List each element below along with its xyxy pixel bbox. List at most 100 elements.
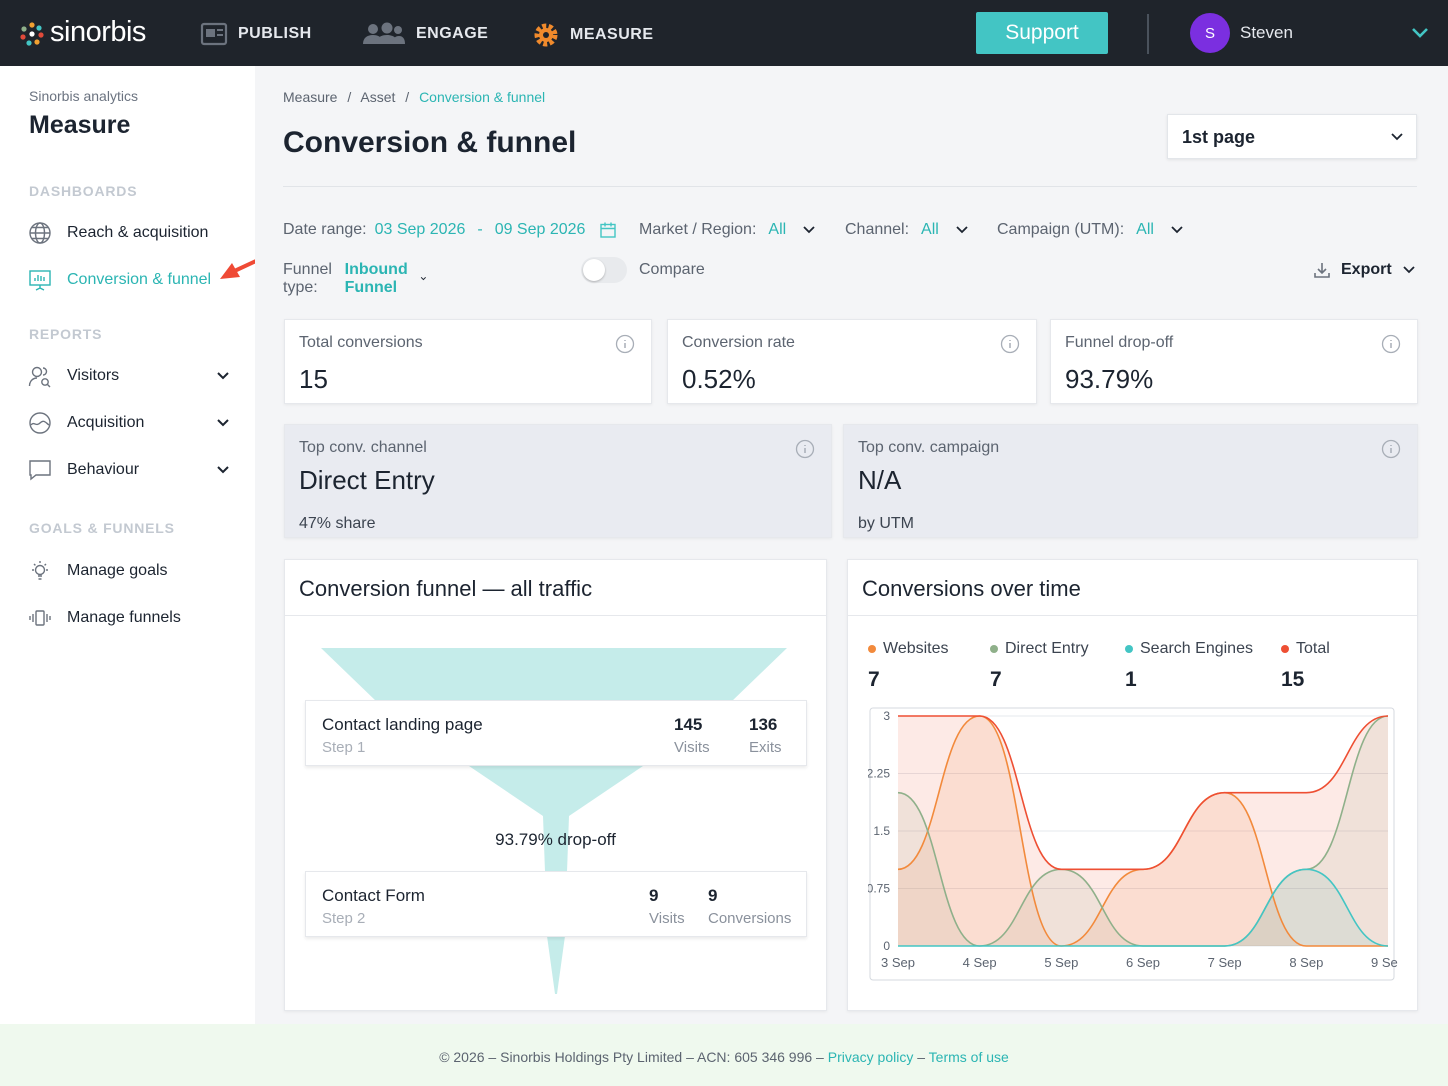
nav-measure[interactable]: MEASURE xyxy=(532,22,654,48)
legend-search-engines[interactable]: Search Engines xyxy=(1125,640,1253,658)
top-card-sub: 47% share xyxy=(299,515,376,532)
goals-funnels-heading: GOALS & FUNNELS xyxy=(29,520,175,536)
legend-websites[interactable]: Websites xyxy=(868,640,949,658)
sidebar-item-label: Conversion & funnel xyxy=(67,271,212,288)
x-tick-label: 7 Sep xyxy=(1208,955,1242,970)
breadcrumb-asset[interactable]: Asset xyxy=(360,89,396,105)
nav-publish[interactable]: PUBLISH xyxy=(200,22,312,46)
step-name: Contact landing page xyxy=(322,715,483,734)
divider xyxy=(283,186,1417,187)
info-icon[interactable] xyxy=(615,334,635,354)
engage-icon xyxy=(363,22,405,44)
export-button[interactable]: Export xyxy=(1313,261,1416,279)
chevron-down-icon[interactable] xyxy=(215,462,231,478)
top-card-sub: by UTM xyxy=(858,515,914,532)
sidebar-item-acquisition[interactable]: Acquisition xyxy=(27,408,237,438)
sidebar-title: Measure xyxy=(29,111,131,139)
calendar-icon[interactable] xyxy=(599,221,617,239)
breadcrumb-separator: / xyxy=(405,89,410,105)
series-area-websites xyxy=(898,716,1388,946)
conversion-funnel-panel: Conversion funnel — all traffic Contact … xyxy=(284,559,827,1011)
step-visits-value: 9 xyxy=(649,886,659,905)
funnel-step-1[interactable]: Contact landing page Step 1 145 Visits 1… xyxy=(305,700,807,766)
sidebar-subtitle: Sinorbis analytics xyxy=(29,88,138,104)
legend-direct-entry[interactable]: Direct Entry xyxy=(990,640,1089,658)
legend-label: Total xyxy=(1296,640,1330,657)
dashboards-heading: DASHBOARDS xyxy=(29,183,138,199)
funnel-type-label: Funnel type: xyxy=(283,261,332,296)
kpi-label: Total conversions xyxy=(299,334,423,351)
funnel-type-value: Inbound Funnel xyxy=(344,261,408,296)
campaign-filter[interactable]: Campaign (UTM): All xyxy=(997,221,1184,239)
nav-engage-label: ENGAGE xyxy=(416,25,489,42)
sidebar: Sinorbis analytics Measure DASHBOARDS Re… xyxy=(0,66,286,1024)
y-tick-label: 1.5 xyxy=(873,824,890,838)
chevron-down-icon[interactable] xyxy=(215,368,231,384)
y-tick-label: 3 xyxy=(883,709,890,723)
reports-heading: REPORTS xyxy=(29,326,103,342)
x-tick-label: 3 Sep xyxy=(881,955,915,970)
info-icon[interactable] xyxy=(1381,439,1401,459)
sidebar-item-conversion-funnel[interactable]: Conversion & funnel xyxy=(27,265,237,295)
y-tick-label: 0 xyxy=(883,939,890,953)
user-menu-chevron-icon[interactable] xyxy=(1410,24,1430,40)
kpi-value: 93.79% xyxy=(1065,364,1154,394)
kpi-conversion-rate: Conversion rate 0.52% xyxy=(667,319,1037,404)
sinorbis-logo[interactable]: sinorbis xyxy=(20,16,146,49)
terms-of-use-link[interactable]: Terms of use xyxy=(928,1049,1009,1065)
top-card-label: Top conv. channel xyxy=(299,439,427,456)
user-name[interactable]: Steven xyxy=(1240,23,1293,42)
info-icon[interactable] xyxy=(1381,334,1401,354)
market-region-filter[interactable]: Market / Region: All xyxy=(639,221,816,239)
legend-total[interactable]: Total xyxy=(1281,640,1330,658)
funnel-icon xyxy=(27,605,53,631)
support-button[interactable]: Support xyxy=(976,12,1108,54)
top-conv-channel-card: Top conv. channel Direct Entry 47% share xyxy=(284,424,832,538)
compare-toggle[interactable] xyxy=(581,257,627,283)
channel-value: All xyxy=(921,221,939,238)
funnel-graphic xyxy=(321,648,787,994)
presentation-chart-icon xyxy=(27,267,53,293)
funnel-type-filter[interactable]: Funnel type: Inbound Funnel xyxy=(283,261,427,297)
market-value: All xyxy=(768,221,787,238)
conversions-line-chart: 0 0.75 1.5 2.25 3 3 Sep 4 Sep 5 Sep 6 Sep 7 Sep 8 … xyxy=(868,707,1398,981)
funnel-step-2[interactable]: Contact Form Step 2 9 Visits 9 Conversio… xyxy=(305,871,807,937)
legend-value: 7 xyxy=(868,668,880,691)
legend-dot xyxy=(868,645,876,653)
legend-value: 15 xyxy=(1281,668,1305,691)
sidebar-item-manage-funnels[interactable]: Manage funnels xyxy=(27,603,237,633)
breadcrumb-measure[interactable]: Measure xyxy=(283,89,338,105)
info-icon[interactable] xyxy=(1000,334,1020,354)
legend-value: 7 xyxy=(990,668,1002,691)
chevron-down-icon xyxy=(421,276,427,281)
date-from[interactable]: 03 Sep 2026 xyxy=(374,221,466,238)
chevron-down-icon[interactable] xyxy=(215,415,231,431)
x-tick-label: 6 Sep xyxy=(1126,955,1160,970)
date-range-filter[interactable]: Date range: 03 Sep 2026 - 09 Sep 2026 xyxy=(283,221,617,239)
sidebar-item-behaviour[interactable]: Behaviour xyxy=(27,455,237,485)
channel-label: Channel: xyxy=(845,221,910,238)
footer-dash: – xyxy=(917,1049,926,1065)
channel-filter[interactable]: Channel: All xyxy=(845,221,969,239)
user-avatar[interactable]: S xyxy=(1190,13,1230,53)
top-card-value: N/A xyxy=(858,465,902,495)
info-icon[interactable] xyxy=(795,439,815,459)
kpi-value: 15 xyxy=(299,364,328,394)
x-tick-label: 8 Sep xyxy=(1289,955,1323,970)
sidebar-item-manage-goals[interactable]: Manage goals xyxy=(27,556,237,586)
date-to[interactable]: 09 Sep 2026 xyxy=(494,221,586,238)
sidebar-item-visitors[interactable]: Visitors xyxy=(27,361,237,391)
nav-engage[interactable]: ENGAGE xyxy=(362,22,488,46)
page-select[interactable]: 1st page xyxy=(1167,114,1417,159)
x-tick-label: 9 Sep xyxy=(1371,955,1398,970)
sidebar-item-reach-acquisition[interactable]: Reach & acquisition xyxy=(27,218,237,248)
download-icon xyxy=(1314,263,1330,278)
privacy-policy-link[interactable]: Privacy policy xyxy=(827,1049,914,1065)
kpi-total-conversions: Total conversions 15 xyxy=(284,319,652,404)
sidebar-item-label: Reach & acquisition xyxy=(67,224,209,241)
chevron-down-icon xyxy=(1391,133,1403,141)
footer-copyright: © 2026 – Sinorbis Holdings Pty Limited –… xyxy=(439,1049,824,1065)
step-number: Step 2 xyxy=(322,910,366,927)
step-exits-label: Exits xyxy=(749,739,782,756)
chevron-down-icon xyxy=(803,226,815,234)
